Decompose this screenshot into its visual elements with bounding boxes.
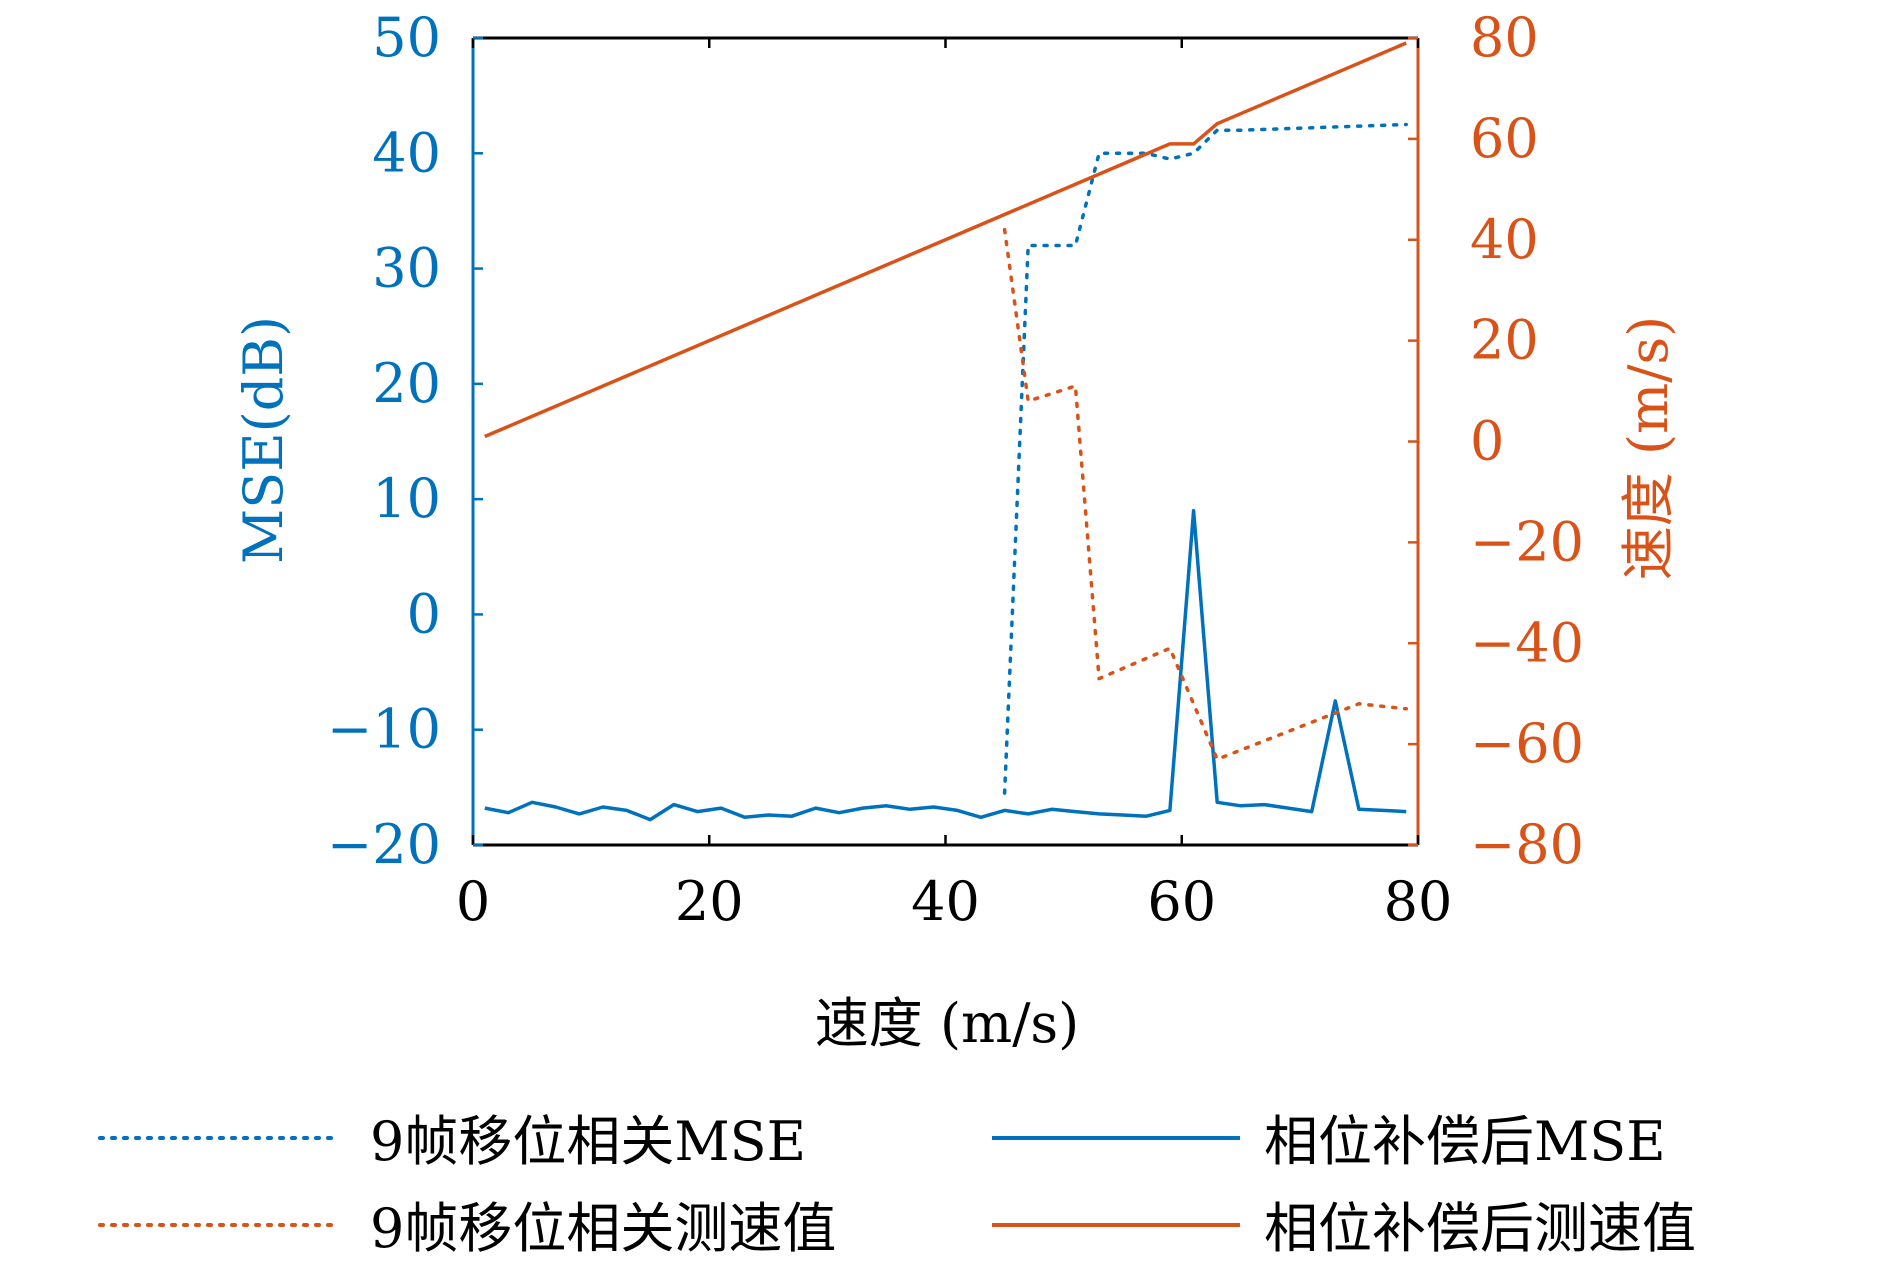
legend-label-shift-speed: 9帧移位相关测速值 bbox=[370, 1197, 836, 1259]
left-y-axis-title: MSE(dB) bbox=[232, 316, 295, 564]
right-y-tick-label: 40 bbox=[1470, 208, 1539, 271]
x-tick-label: 60 bbox=[1147, 870, 1216, 933]
right-y-tick-label: −80 bbox=[1470, 813, 1584, 876]
legend: 9帧移位相关MSE 相位补偿后MSE 9帧移位相关测速值 相位补偿后测速值 bbox=[98, 1110, 1696, 1260]
right-y-tick-label: 20 bbox=[1470, 309, 1539, 372]
x-tick-label: 20 bbox=[675, 870, 744, 933]
left-y-tick-label: 20 bbox=[372, 352, 441, 415]
series-comp-speed bbox=[484, 41, 1407, 439]
x-axis-title: 速度 (m/s) bbox=[815, 992, 1079, 1055]
x-tick-label: 80 bbox=[1384, 870, 1453, 933]
right-y-tick-label: −60 bbox=[1470, 712, 1584, 775]
series-shift-speed bbox=[1002, 227, 1408, 762]
right-y-tick-label: −40 bbox=[1470, 611, 1584, 674]
series-comp-mse bbox=[484, 508, 1407, 822]
right-y-tick-label: −20 bbox=[1470, 510, 1584, 573]
left-y-tick-label: −20 bbox=[327, 813, 441, 876]
left-y-tick-label: 0 bbox=[407, 582, 441, 645]
left-y-tick-label: −10 bbox=[327, 698, 441, 761]
right-y-tick-label: 60 bbox=[1470, 107, 1539, 170]
series-shift-mse bbox=[1002, 122, 1408, 795]
left-y-tick-label: 40 bbox=[372, 121, 441, 184]
series-layer bbox=[484, 41, 1408, 822]
legend-label-shift-mse: 9帧移位相关MSE bbox=[370, 1110, 806, 1173]
right-y-tick-label: 80 bbox=[1470, 6, 1539, 69]
right-y-tick-label: 0 bbox=[1470, 410, 1504, 473]
right-y-axis-title: 速度 (m/s) bbox=[1617, 316, 1680, 580]
x-tick-label: 40 bbox=[911, 870, 980, 933]
axes-layer bbox=[471, 36, 1420, 847]
x-tick-label: 0 bbox=[456, 870, 490, 933]
left-y-tick-label: 50 bbox=[372, 6, 441, 69]
ticks-layer: 0 20 40 60 80−20−1001020304050−80−60−40−2002… bbox=[327, 6, 1584, 933]
left-y-tick-label: 10 bbox=[372, 467, 441, 530]
legend-label-comp-mse: 相位补偿后MSE bbox=[1264, 1110, 1666, 1173]
left-y-tick-label: 30 bbox=[372, 237, 441, 300]
legend-label-comp-speed: 相位补偿后测速值 bbox=[1264, 1197, 1696, 1259]
